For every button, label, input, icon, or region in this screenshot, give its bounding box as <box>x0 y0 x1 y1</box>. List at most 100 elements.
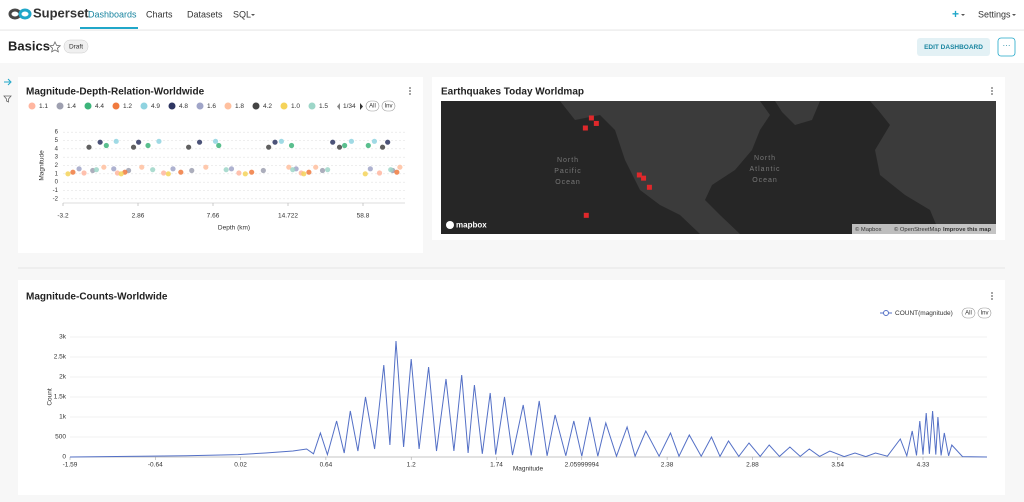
expand-filters[interactable] <box>4 78 12 86</box>
filter-icon[interactable] <box>3 95 12 103</box>
scatter-point <box>249 169 255 175</box>
edit-button[interactable] <box>917 38 990 56</box>
mapbox-logo: mapbox <box>456 221 487 230</box>
scatter-point <box>118 171 124 177</box>
card-menu[interactable] <box>991 87 993 95</box>
scatter-point <box>170 166 176 172</box>
logo <box>8 8 32 20</box>
scatter-point <box>371 138 378 144</box>
scatter-point <box>236 170 242 176</box>
legend-marker <box>883 310 889 316</box>
legend-swatch[interactable] <box>196 102 204 110</box>
legend-swatch[interactable] <box>28 102 36 110</box>
legend-swatch[interactable] <box>308 102 316 110</box>
ocean-label: North <box>557 157 579 164</box>
scatter-point <box>93 167 100 173</box>
favorite-star[interactable] <box>48 41 62 53</box>
y-tick-label: 2k <box>59 374 67 381</box>
legend-control-label[interactable]: Inv <box>384 104 392 110</box>
y-tick-label: 5 <box>55 138 59 144</box>
scatter-point <box>379 144 386 150</box>
legend-swatch[interactable] <box>84 102 92 110</box>
x-axis-label: Depth (km) <box>218 225 250 232</box>
scatter-point <box>81 170 87 176</box>
legend-label[interactable]: 1.6 <box>207 103 216 110</box>
legend-label[interactable]: 1.1 <box>39 103 48 110</box>
scatter-point <box>216 142 222 149</box>
legend-label[interactable]: 4.9 <box>151 103 160 110</box>
chart-title: Magnitude-Counts-Worldwide <box>26 292 168 303</box>
brand[interactable]: Superset <box>33 5 89 20</box>
legend-control[interactable] <box>961 307 976 319</box>
legend-page: 1/34 <box>343 103 356 110</box>
attribution-bg <box>852 224 996 234</box>
legend-label[interactable]: 1.0 <box>291 103 300 110</box>
y-tick-label: -2 <box>53 196 59 202</box>
legend-label[interactable]: 1.4 <box>67 103 76 110</box>
nav-item[interactable]: Charts <box>146 9 173 19</box>
ocean-label: Atlantic <box>750 166 781 173</box>
map-attribution[interactable]: © OpenStreetMap <box>894 226 941 233</box>
legend-label[interactable]: 1.5 <box>319 103 328 110</box>
legend-control[interactable] <box>365 100 380 112</box>
settings-menu[interactable]: Settings <box>978 9 1011 19</box>
scatter-point <box>342 142 348 149</box>
x-tick-label: 2.86 <box>132 213 145 220</box>
legend-swatch[interactable] <box>168 102 176 110</box>
scatter-point <box>156 138 162 144</box>
scatter-point <box>367 166 373 172</box>
legend-control-label[interactable]: All <box>965 311 972 317</box>
legend-control[interactable] <box>381 100 396 112</box>
legend-swatch[interactable] <box>140 102 148 110</box>
legend-prev[interactable] <box>337 103 340 110</box>
scatter-point <box>186 144 192 150</box>
legend-swatch[interactable] <box>112 102 120 110</box>
card-menu[interactable] <box>409 87 411 95</box>
card-menu[interactable] <box>991 292 993 300</box>
new-button[interactable]: + <box>952 7 959 21</box>
legend-swatch[interactable] <box>56 102 64 110</box>
map-attribution[interactable]: © Mapbox <box>855 226 882 233</box>
legend-control-label[interactable]: All <box>369 104 376 110</box>
legend-label[interactable]: 4.4 <box>95 103 104 110</box>
scatter-point <box>266 144 272 150</box>
nav-item[interactable]: Datasets <box>187 9 223 19</box>
y-axis-label: Magnitude <box>39 150 46 181</box>
nav-item[interactable]: SQL <box>233 9 251 19</box>
x-tick-label: 0.02 <box>234 462 247 469</box>
scatter-point <box>336 144 343 150</box>
legend-label[interactable]: COUNT(magnitude) <box>895 310 953 317</box>
x-tick-label: 58.8 <box>357 213 370 220</box>
more-button-label[interactable]: ··· <box>1003 41 1011 50</box>
nav-item[interactable]: Dashboards <box>88 9 137 19</box>
legend-swatch[interactable] <box>224 102 232 110</box>
scatter-point <box>288 142 295 149</box>
scatter-point <box>242 171 248 177</box>
legend-swatch[interactable] <box>252 102 260 110</box>
mapbox-icon <box>446 221 454 229</box>
ocean-label: Pacific <box>554 168 582 175</box>
chart-title: Earthquakes Today Worldmap <box>441 87 584 98</box>
legend-next[interactable] <box>360 103 363 110</box>
map-attribution[interactable]: Improve this map <box>943 227 991 233</box>
dashboard-title[interactable]: Basics <box>8 38 50 53</box>
legend-label[interactable]: 4.2 <box>263 103 272 110</box>
scatter-point <box>103 142 109 149</box>
x-tick-label: 3.54 <box>831 462 844 469</box>
scatter-point <box>196 139 203 145</box>
legend-label[interactable]: 1.2 <box>123 103 132 110</box>
scatter-point <box>189 167 195 174</box>
legend-control-label[interactable]: Inv <box>980 311 988 317</box>
scatter-point <box>362 171 368 177</box>
header-bar <box>0 31 1024 63</box>
legend-label[interactable]: 4.8 <box>179 103 188 110</box>
legend-label[interactable]: 1.8 <box>235 103 244 110</box>
x-tick-label: -1.59 <box>63 462 78 469</box>
edit-button-label[interactable]: EDIT DASHBOARD <box>924 44 983 51</box>
legend-swatch[interactable] <box>280 102 288 110</box>
legend-control[interactable] <box>977 307 992 319</box>
y-tick-label: -1 <box>53 188 59 194</box>
scatter-point <box>139 164 145 170</box>
more-button[interactable] <box>997 37 1016 57</box>
